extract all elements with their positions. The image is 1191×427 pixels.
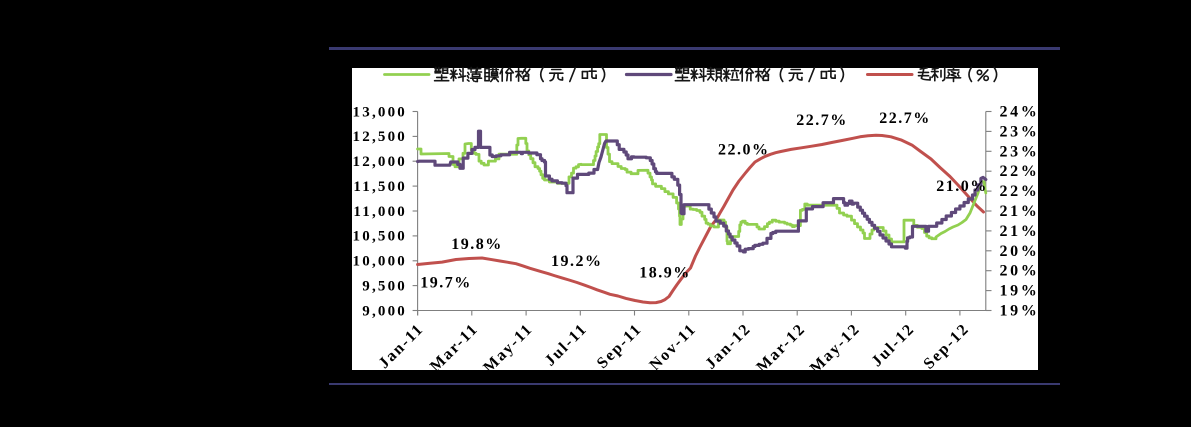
svg-text:19%: 19% (1000, 303, 1040, 320)
svg-text:Mar-11: Mar-11 (427, 320, 482, 375)
svg-text:19.2%: 19.2% (551, 253, 603, 270)
svg-text:20%: 20% (1000, 263, 1040, 280)
svg-text:12,500: 12,500 (353, 129, 407, 145)
svg-text:Jan-12: Jan-12 (702, 320, 754, 372)
svg-text:10,000: 10,000 (353, 254, 407, 270)
svg-text:19%: 19% (1000, 283, 1040, 300)
svg-text:22%: 22% (1000, 183, 1040, 200)
svg-text:24%: 24% (1000, 104, 1040, 121)
svg-text:11,500: 11,500 (353, 179, 407, 195)
svg-text:22.7%: 22.7% (879, 110, 931, 127)
svg-text:21.0%: 21.0% (936, 178, 988, 195)
svg-text:23%: 23% (1000, 123, 1040, 140)
svg-text:10,500: 10,500 (353, 229, 407, 245)
svg-text:9,500: 9,500 (362, 278, 407, 294)
svg-text:11,000: 11,000 (353, 204, 407, 220)
svg-text:Jan-11: Jan-11 (376, 320, 428, 372)
svg-text:22.0%: 22.0% (718, 142, 770, 159)
svg-text:Sep-12: Sep-12 (920, 320, 972, 372)
svg-text:19.8%: 19.8% (451, 236, 503, 253)
svg-text:23%: 23% (1000, 143, 1040, 160)
svg-text:21%: 21% (1000, 223, 1040, 240)
svg-text:Mar-12: Mar-12 (753, 320, 809, 376)
svg-text:19.7%: 19.7% (420, 275, 472, 292)
svg-text:May-12: May-12 (807, 320, 864, 377)
svg-text:18.9%: 18.9% (639, 264, 691, 281)
svg-text:Jul-12: Jul-12 (868, 320, 918, 370)
svg-text:22%: 22% (1000, 163, 1040, 180)
svg-text:9,000: 9,000 (362, 303, 407, 319)
svg-text:Nov-11: Nov-11 (646, 320, 700, 374)
svg-text:20%: 20% (1000, 243, 1040, 260)
svg-text:21%: 21% (1000, 203, 1040, 220)
svg-text:May-11: May-11 (480, 320, 536, 376)
svg-text:13,000: 13,000 (353, 104, 407, 120)
svg-text:Jul-11: Jul-11 (542, 320, 591, 369)
svg-text:12,000: 12,000 (353, 154, 407, 170)
svg-text:Sep-11: Sep-11 (594, 320, 646, 372)
svg-text:22.7%: 22.7% (796, 112, 848, 129)
